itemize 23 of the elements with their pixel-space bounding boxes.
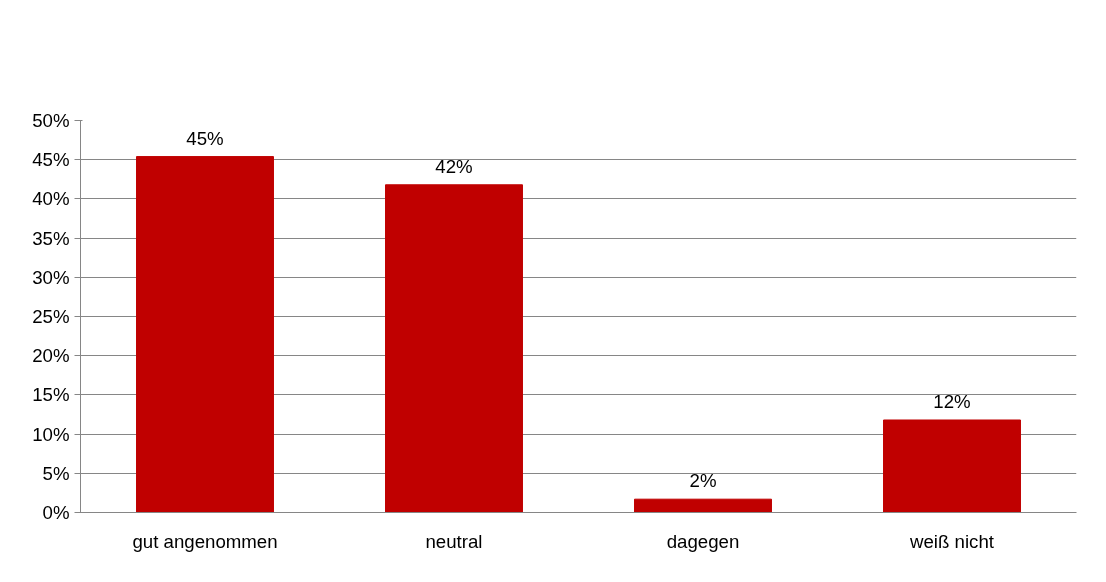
x-tick-label: weiß nicht bbox=[909, 530, 995, 552]
data-label: 45% bbox=[186, 127, 224, 149]
data-label: 12% bbox=[933, 390, 971, 412]
y-tick-label: 25% bbox=[32, 306, 70, 327]
y-tick-label: 35% bbox=[32, 227, 70, 249]
y-tick-label: 50% bbox=[32, 110, 70, 131]
y-tick-label: 30% bbox=[32, 266, 70, 288]
y-tick-label: 10% bbox=[32, 423, 70, 445]
bar bbox=[136, 156, 274, 513]
y-tick-label: 40% bbox=[32, 188, 70, 210]
y-tick-label: 20% bbox=[32, 345, 70, 367]
x-tick-label: neutral bbox=[425, 530, 483, 552]
bar bbox=[883, 419, 1021, 513]
y-tick-label: 0% bbox=[42, 502, 70, 523]
x-tick-label: dagegen bbox=[666, 530, 740, 552]
y-tick-label: 45% bbox=[32, 149, 70, 171]
x-tick-label: gut angenommen bbox=[132, 530, 278, 552]
bar bbox=[634, 498, 772, 513]
y-tick-label: 5% bbox=[42, 462, 70, 484]
data-label: 42% bbox=[435, 155, 473, 177]
bar bbox=[385, 184, 523, 513]
data-label: 2% bbox=[689, 470, 717, 492]
y-tick-label: 15% bbox=[32, 384, 70, 406]
